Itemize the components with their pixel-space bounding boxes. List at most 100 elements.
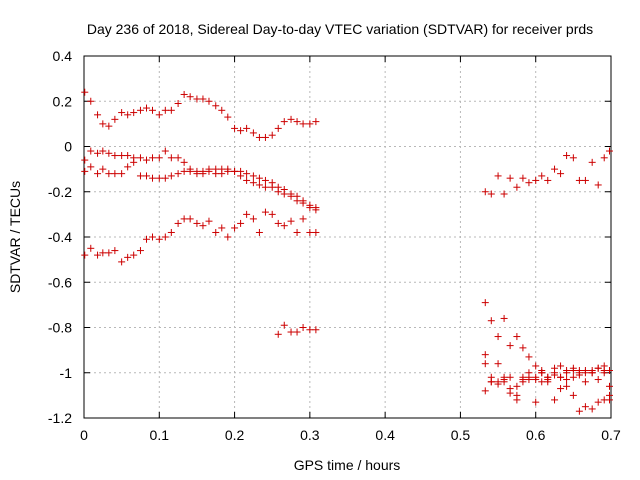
data-point — [605, 391, 613, 399]
data-point — [105, 170, 113, 178]
data-point — [205, 97, 213, 105]
data-point — [155, 174, 163, 182]
data-point — [274, 219, 282, 227]
series-track-a — [81, 88, 320, 141]
data-point — [268, 179, 276, 187]
data-point — [306, 228, 314, 236]
data-point — [249, 129, 257, 137]
y-axis-label: SDTVAR / TECUs — [7, 181, 23, 293]
data-point — [167, 154, 175, 162]
x-tick-label: 0.5 — [451, 427, 471, 443]
data-point — [280, 222, 288, 230]
data-point — [261, 176, 269, 184]
data-point — [312, 204, 320, 212]
data-point — [149, 174, 157, 182]
data-point — [605, 147, 613, 155]
data-point — [124, 152, 132, 160]
data-point — [99, 249, 107, 257]
data-point — [161, 106, 169, 114]
data-point — [293, 192, 301, 200]
data-point — [487, 378, 495, 386]
data-point — [81, 251, 89, 259]
data-point — [231, 167, 239, 175]
data-point — [142, 235, 150, 243]
data-point — [525, 376, 533, 384]
y-tick-label: -0.4 — [48, 229, 72, 245]
data-point — [249, 172, 257, 180]
data-point — [494, 172, 502, 180]
data-point — [306, 201, 314, 209]
data-point — [525, 179, 533, 187]
y-tick-label: 0 — [64, 139, 72, 155]
data-point — [231, 124, 239, 132]
data-point — [575, 176, 583, 184]
data-point — [487, 190, 495, 198]
data-point — [186, 93, 194, 101]
data-point — [199, 95, 207, 103]
x-tick-label: 0 — [80, 427, 88, 443]
data-point — [237, 219, 245, 227]
data-point — [99, 120, 107, 128]
data-point — [87, 163, 95, 171]
data-point — [312, 118, 320, 126]
data-point — [569, 366, 577, 374]
data-point — [519, 344, 527, 352]
data-point — [274, 183, 282, 191]
data-point — [224, 165, 232, 173]
data-point — [287, 217, 295, 225]
data-point — [155, 154, 163, 162]
data-point — [142, 172, 150, 180]
data-point — [293, 118, 301, 126]
data-point — [280, 118, 288, 126]
data-point — [218, 106, 226, 114]
data-point — [544, 176, 552, 184]
data-point — [142, 156, 150, 164]
data-point — [594, 364, 602, 372]
data-point — [81, 156, 89, 164]
data-point — [538, 369, 546, 377]
data-point — [563, 376, 571, 384]
grid-lines — [84, 56, 611, 418]
data-point — [193, 170, 201, 178]
series-track-g — [481, 299, 613, 381]
data-point — [532, 376, 540, 384]
y-tick-label: -0.8 — [48, 320, 72, 336]
data-point — [538, 172, 546, 180]
data-point — [500, 190, 508, 198]
data-point — [249, 179, 257, 187]
data-point — [581, 366, 589, 374]
y-tick-label: -0.6 — [48, 274, 72, 290]
x-tick-label: 0.2 — [225, 427, 245, 443]
data-point — [249, 215, 257, 223]
data-point — [136, 154, 144, 162]
data-point — [167, 106, 175, 114]
data-point — [111, 115, 119, 123]
data-point — [118, 109, 126, 117]
y-tick-labels: -1.2 -1 -0.8 -0.6 -0.4 -0.2 0 0.2 0.4 — [48, 48, 72, 426]
data-point — [481, 351, 489, 359]
data-point — [161, 233, 169, 241]
data-point — [118, 152, 126, 160]
data-point — [212, 165, 220, 173]
data-point — [261, 208, 269, 216]
y-tick-label: 0.4 — [53, 48, 73, 64]
data-point — [280, 185, 288, 193]
axis-ticks — [83, 55, 612, 419]
x-tick-label: 0.7 — [601, 427, 621, 443]
data-point — [525, 353, 533, 361]
data-point — [506, 342, 514, 350]
data-point — [575, 407, 583, 415]
data-point — [306, 120, 314, 128]
data-point — [605, 366, 613, 374]
data-point — [274, 124, 282, 132]
data-point — [268, 210, 276, 218]
data-point — [280, 321, 288, 329]
data-point — [167, 172, 175, 180]
data-point — [255, 181, 263, 189]
data-point — [588, 158, 596, 166]
data-point — [299, 197, 307, 205]
data-point — [218, 224, 226, 232]
data-point — [481, 387, 489, 395]
data-point — [174, 154, 182, 162]
